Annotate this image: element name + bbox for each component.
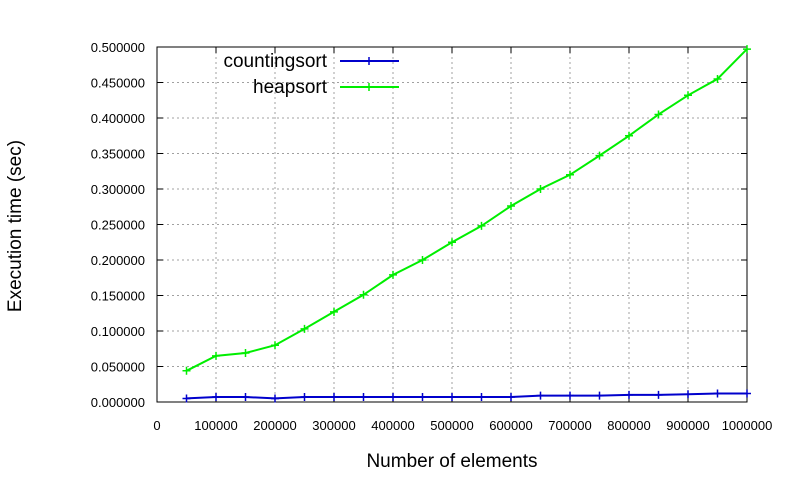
- y-tick-label: 0.150000: [91, 289, 145, 304]
- data-point: [566, 391, 574, 400]
- data-point: [300, 393, 309, 402]
- x-tick-label: 900000: [666, 418, 709, 433]
- data-point: [684, 390, 692, 399]
- data-point: [625, 390, 633, 399]
- data-point: [743, 389, 751, 398]
- data-point: [477, 221, 486, 230]
- y-tick-label: 0.250000: [91, 218, 145, 233]
- data-point: [566, 170, 574, 179]
- data-point: [182, 394, 191, 403]
- data-point: [241, 393, 250, 402]
- x-tick-label: 300000: [312, 418, 355, 433]
- grid-lines: [157, 47, 747, 402]
- data-point: [507, 202, 515, 211]
- y-tick-label: 0.400000: [91, 111, 145, 126]
- data-point: [536, 391, 545, 400]
- data-point: [271, 341, 279, 350]
- legend-label: heapsort: [253, 77, 328, 98]
- data-point: [448, 238, 456, 247]
- data-point: [300, 324, 309, 333]
- data-point: [625, 131, 633, 140]
- data-point: [418, 256, 427, 264]
- data-point: [359, 393, 368, 402]
- y-tick-label: 0.500000: [91, 40, 145, 55]
- x-axis-label: Number of elements: [366, 451, 537, 472]
- y-tick-label: 0.100000: [91, 324, 145, 339]
- data-point: [536, 185, 545, 193]
- y-tick-label: 0.000000: [91, 395, 145, 410]
- legend-swatch-marker: [365, 57, 373, 65]
- x-tick-label: 200000: [253, 418, 296, 433]
- legend-swatch-marker: [365, 83, 373, 91]
- series-heapsort: [182, 45, 751, 375]
- data-point: [507, 393, 515, 402]
- x-tick-label: 0: [153, 418, 160, 433]
- series-line-countingsort: [186, 392, 747, 400]
- data-point: [330, 393, 338, 402]
- data-point: [212, 351, 220, 360]
- y-tick-label: 0.200000: [91, 253, 145, 268]
- data-point: [448, 393, 456, 402]
- data-point: [271, 394, 279, 403]
- data-point: [654, 390, 663, 399]
- y-tick-label: 0.350000: [91, 147, 145, 162]
- series-line-heapsort: [186, 48, 748, 372]
- x-tick-label: 700000: [548, 418, 591, 433]
- series-layer: [182, 45, 751, 403]
- x-tick-label: 100000: [194, 418, 237, 433]
- data-point: [330, 307, 338, 316]
- data-point: [182, 366, 191, 375]
- data-point: [684, 91, 692, 100]
- x-tick-label: 500000: [430, 418, 473, 433]
- x-tick-labels: 0 100000 200000 300000 400000 500000 600000 700…: [153, 418, 772, 433]
- x-tick-label: 600000: [489, 418, 532, 433]
- data-point: [654, 110, 663, 119]
- y-tick-label: 0.300000: [91, 182, 145, 197]
- y-tick-label: 0.050000: [91, 360, 145, 375]
- data-point: [713, 74, 722, 83]
- data-point: [389, 270, 397, 279]
- data-point: [241, 349, 250, 358]
- legend: countingsort heapsort: [223, 51, 399, 98]
- y-tick-label: 0.450000: [91, 76, 145, 91]
- data-point: [389, 393, 397, 402]
- x-tick-label: 400000: [371, 418, 414, 433]
- data-point: [477, 393, 486, 402]
- data-point: [595, 151, 604, 160]
- data-point: [595, 391, 604, 400]
- y-tick-labels: 0.000000 0.050000 0.100000 0.150000 0.200000…: [91, 40, 145, 410]
- data-point: [713, 389, 722, 398]
- series-countingsort: [182, 389, 751, 403]
- data-point: [212, 393, 220, 402]
- legend-label: countingsort: [223, 51, 327, 72]
- x-tick-label: 1000000: [722, 418, 773, 433]
- data-point: [743, 45, 751, 54]
- data-point: [359, 290, 368, 299]
- y-axis-label: Execution time (sec): [5, 140, 26, 312]
- data-point: [418, 393, 427, 402]
- x-tick-label: 800000: [607, 418, 650, 433]
